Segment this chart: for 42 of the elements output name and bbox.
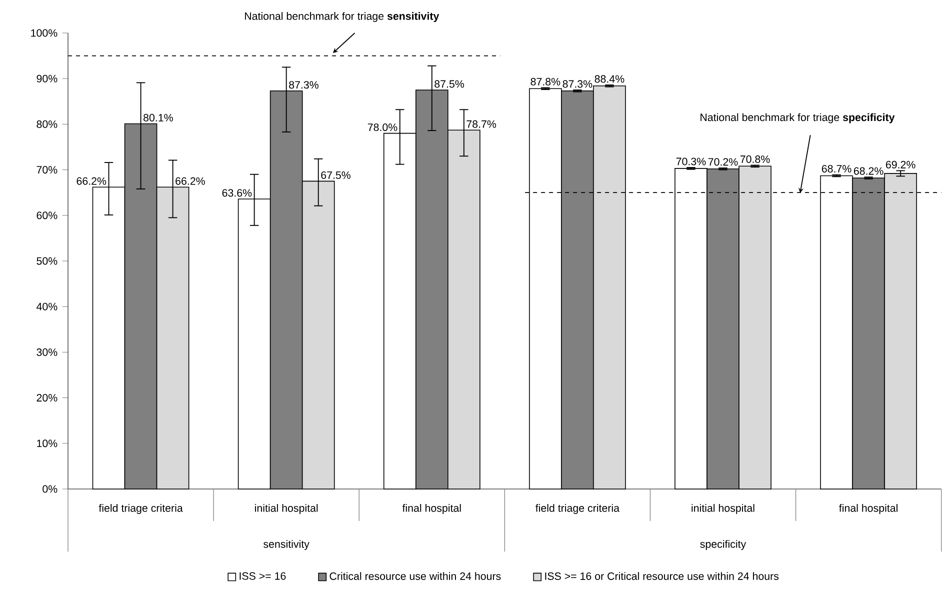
data-label: 80.1%: [144, 114, 173, 122]
y-tick-label: 20%: [36, 394, 58, 402]
x-tick-label: initial hospital: [692, 504, 754, 514]
y-tick-label: 100%: [31, 29, 58, 37]
text: specificity: [700, 540, 746, 550]
x-tick-label: field triage criteria: [535, 504, 620, 514]
y-tick-label: 50%: [36, 257, 58, 265]
data-label: 78.7%: [466, 120, 496, 128]
x-tick-label: field triage criteria: [98, 504, 183, 514]
legend-label: ISS >= 16: [240, 572, 286, 580]
data-label: 67.5%: [321, 171, 350, 179]
y-tick-label: 30%: [36, 348, 58, 356]
data-label: 87.3%: [562, 80, 592, 88]
ref-line-label: National benchmark for triage specificity: [700, 113, 895, 124]
legend-label: ISS >= 16 or Critical resource use within 24 hours: [545, 572, 779, 580]
y-tick-label: 10%: [37, 440, 58, 448]
y-tick-label: 70%: [36, 166, 58, 174]
ref-line-label: National benchmark for triage sensitivity: [245, 12, 440, 22]
data-label: 87.3%: [289, 81, 318, 89]
y-tick-label: 40%: [36, 302, 58, 310]
x-tick-label: initial hospital: [255, 504, 318, 514]
data-label: 78.0%: [368, 123, 398, 132]
data-label: 63.6%: [222, 189, 252, 197]
data-label: 70.3%: [676, 158, 706, 166]
x-tick-label: final hospital: [839, 504, 898, 514]
data-label: 68.7%: [822, 164, 852, 173]
data-label: 88.4%: [594, 75, 624, 83]
data-label: 68.2%: [854, 167, 884, 175]
data-label: 87.8%: [530, 78, 560, 86]
y-tick-label: 60%: [36, 212, 58, 220]
data-label: 69.2%: [886, 160, 916, 168]
data-label: 70.2%: [708, 158, 738, 166]
data-label: 70.8%: [740, 155, 770, 163]
y-tick-label: 80%: [36, 120, 58, 128]
data-label: 87.5%: [434, 80, 464, 88]
x-tick-label: final hospital: [402, 504, 461, 514]
y-tick-label: 0%: [42, 485, 58, 493]
y-tick-label: 90%: [36, 74, 58, 82]
legend-label: Critical resource use within 24 hours: [330, 572, 501, 580]
data-label: 66.2%: [76, 177, 106, 185]
text: sensitivity: [264, 540, 310, 550]
data-label: 66.2%: [176, 177, 205, 185]
